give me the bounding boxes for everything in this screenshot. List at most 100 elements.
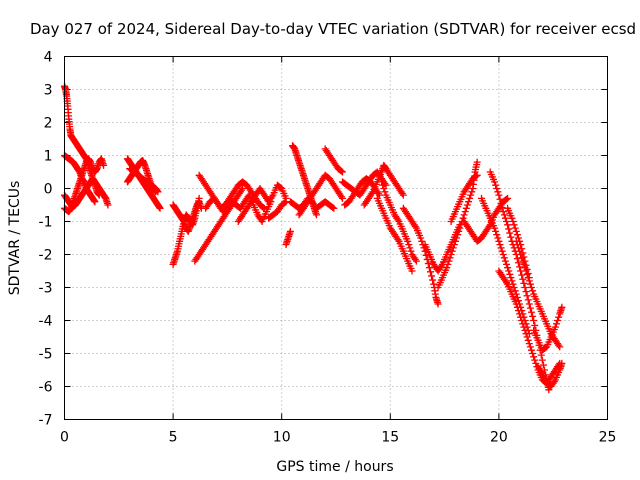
series-g22 — [360, 161, 407, 209]
data-point — [154, 188, 162, 196]
data-point — [418, 237, 426, 245]
data-point — [411, 255, 419, 263]
series-g32 — [495, 267, 564, 387]
data-point — [510, 284, 518, 291]
data-point — [337, 167, 345, 175]
data-point — [463, 201, 471, 209]
data-point — [281, 199, 289, 207]
data-point — [518, 317, 526, 324]
data-point — [429, 276, 437, 284]
data-point — [379, 181, 387, 189]
data-point — [329, 203, 337, 211]
data-point — [523, 265, 531, 273]
data-point — [513, 293, 521, 301]
data-point — [523, 292, 531, 300]
plot-frame — [64, 56, 608, 420]
x-tick-label: 10 — [273, 430, 291, 446]
y-tick-label: 3 — [44, 83, 53, 99]
x-tick-labels: 0 5 10 15 20 25 — [60, 430, 616, 446]
series-g28 — [447, 171, 481, 225]
data-point — [520, 253, 528, 261]
data-point — [464, 198, 472, 206]
data-point — [426, 268, 434, 276]
data-point — [398, 189, 406, 197]
series-g19 — [321, 145, 347, 176]
data-point — [552, 320, 560, 328]
data-point — [462, 204, 470, 212]
data-point — [504, 221, 512, 229]
data-point — [468, 188, 476, 196]
data-point — [508, 277, 516, 285]
data-point — [394, 236, 402, 244]
x-tick-label: 20 — [490, 430, 508, 446]
data-point — [526, 343, 534, 351]
data-point — [473, 158, 481, 166]
y-tick-label: -4 — [39, 314, 53, 330]
data-point — [495, 191, 503, 199]
data-point — [531, 321, 539, 329]
data-point — [508, 214, 516, 222]
data-point — [512, 300, 520, 308]
data-point — [408, 267, 416, 275]
data-point — [446, 254, 454, 262]
data-point — [516, 310, 524, 318]
series-g23 — [373, 194, 416, 275]
data-point — [448, 247, 456, 255]
data-point — [526, 280, 534, 288]
data-point — [380, 185, 388, 192]
y-tick-label: -1 — [39, 215, 53, 231]
data-point — [494, 188, 502, 196]
data-point — [412, 257, 420, 265]
data-point — [437, 262, 445, 270]
y-tick-label: 2 — [44, 116, 53, 132]
data-point — [550, 378, 558, 386]
data-point — [555, 341, 563, 349]
data-point — [521, 284, 529, 291]
data-point — [493, 185, 501, 192]
data-point — [520, 323, 528, 331]
data-point — [554, 317, 562, 324]
chart-title: Day 027 of 2024, Sidereal Day-to-day VTE… — [30, 20, 636, 38]
data-point — [472, 172, 480, 180]
x-tick-label: 0 — [60, 430, 69, 446]
data-point — [518, 271, 526, 279]
data-point — [503, 195, 511, 203]
y-tick-label: -6 — [39, 380, 53, 396]
data-point — [497, 244, 505, 252]
data-point — [424, 260, 432, 268]
series-g15 — [282, 227, 294, 249]
data-point — [417, 234, 425, 242]
data-point — [339, 194, 347, 202]
data-point — [519, 275, 527, 283]
data-point — [558, 303, 566, 311]
data-point — [525, 340, 533, 348]
series-g24 — [378, 178, 420, 265]
data-point — [507, 233, 515, 241]
data-point — [525, 300, 533, 308]
data-point — [517, 313, 525, 321]
data-point — [530, 353, 538, 361]
data-point — [513, 303, 521, 311]
data-point — [492, 227, 500, 235]
data-point — [337, 193, 345, 201]
data-point — [492, 181, 500, 189]
data-point — [555, 313, 563, 321]
data-point — [496, 241, 504, 249]
x-tick-label: 15 — [381, 430, 399, 446]
data-point — [551, 323, 559, 331]
data-point — [509, 218, 517, 225]
data-point — [493, 231, 501, 239]
data-point — [444, 260, 452, 268]
data-point — [259, 203, 267, 211]
data-point — [459, 214, 467, 222]
data-point — [499, 251, 507, 258]
series-g36 — [504, 204, 533, 282]
data-point — [406, 244, 414, 252]
y-tick-label: -2 — [39, 248, 53, 264]
data-point — [514, 259, 522, 267]
data-point — [91, 198, 99, 206]
data-point — [529, 350, 537, 357]
data-point — [394, 216, 402, 224]
data-point — [434, 300, 442, 308]
